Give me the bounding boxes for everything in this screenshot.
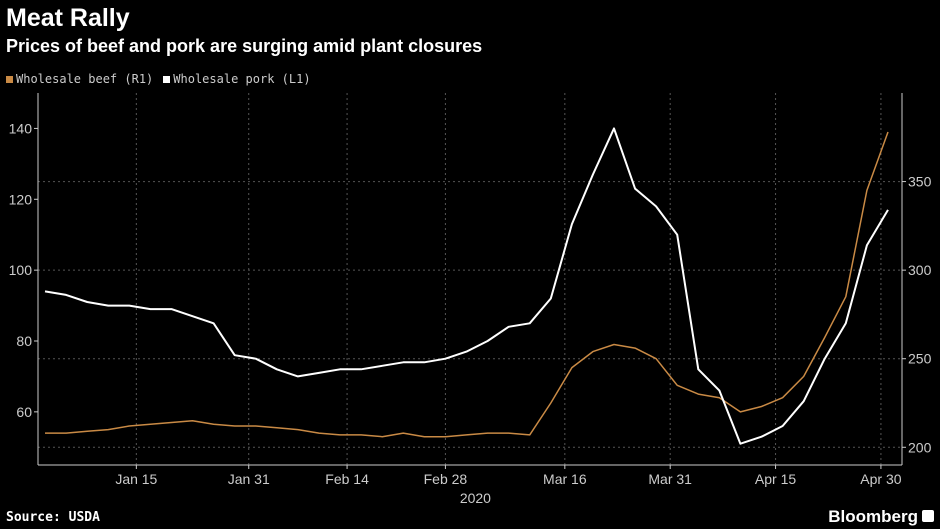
- legend-item-pork: Wholesale pork (L1): [163, 72, 311, 86]
- x-tick-label-0: Jan 15: [115, 471, 157, 487]
- right-tick-label-350: 350: [908, 174, 932, 190]
- x-tick-label-4: Mar 16: [543, 471, 587, 487]
- series-line-pork: [44, 127, 889, 445]
- x-tick-label-6: Apr 15: [755, 471, 796, 487]
- source-note: Source: USDA: [6, 510, 100, 525]
- right-tick-label-250: 250: [908, 351, 932, 367]
- x-tick-label-5: Mar 31: [648, 471, 692, 487]
- left-tick-label-60: 60: [16, 404, 32, 420]
- legend: Wholesale beef (R1) Wholesale pork (L1): [6, 72, 311, 86]
- left-tick-label-140: 140: [9, 120, 33, 136]
- legend-swatch-pork: [163, 75, 171, 83]
- left-tick-label-80: 80: [16, 333, 32, 349]
- right-tick-label-300: 300: [908, 262, 932, 278]
- x-year-label: 2020: [460, 490, 491, 506]
- legend-label-beef: Wholesale beef (R1): [16, 72, 154, 86]
- left-tick-label-100: 100: [9, 262, 33, 278]
- right-tick-label-200: 200: [908, 439, 932, 455]
- x-tick-label-7: Apr 30: [860, 471, 901, 487]
- brand-logo-text: Bloomberg: [828, 507, 918, 526]
- x-tick-label-3: Feb 28: [424, 471, 468, 487]
- series-line-beef: [45, 131, 889, 438]
- legend-label-pork: Wholesale pork (L1): [173, 72, 311, 86]
- x-tick-label-1: Jan 31: [228, 471, 270, 487]
- chart-subtitle: Prices of beef and pork are surging amid…: [6, 36, 483, 56]
- legend-item-beef: Wholesale beef (R1): [6, 72, 153, 86]
- bloomberg-icon: [922, 510, 934, 522]
- x-tick-label-2: Feb 14: [325, 471, 369, 487]
- chart-title: Meat Rally: [6, 4, 130, 32]
- legend-swatch-beef: [6, 75, 13, 83]
- left-tick-label-120: 120: [9, 191, 33, 207]
